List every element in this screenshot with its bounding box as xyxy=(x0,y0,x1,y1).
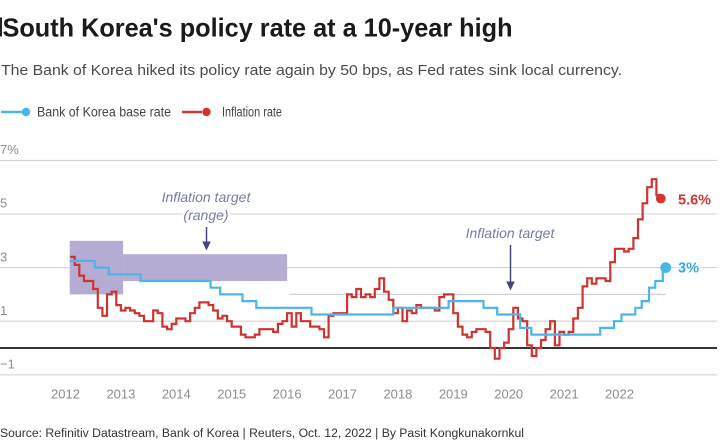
svg-text:2015: 2015 xyxy=(217,387,246,402)
svg-text:1: 1 xyxy=(0,303,7,318)
svg-text:2012: 2012 xyxy=(51,387,80,402)
svg-text:2019: 2019 xyxy=(439,387,468,402)
svg-text:5.6%: 5.6% xyxy=(678,193,711,209)
svg-text:2013: 2013 xyxy=(106,387,135,402)
svg-text:Bank of Korea base rate: Bank of Korea base rate xyxy=(37,105,171,120)
svg-text:2017: 2017 xyxy=(328,387,357,402)
svg-text:2016: 2016 xyxy=(273,387,302,402)
svg-text:2020: 2020 xyxy=(494,387,523,402)
svg-text:2021: 2021 xyxy=(550,387,579,402)
svg-text:South Korea's policy rate at a: South Korea's policy rate at a 10-year h… xyxy=(3,13,513,43)
svg-text:Inflation target: Inflation target xyxy=(162,189,252,205)
svg-text:(range): (range) xyxy=(183,207,228,223)
svg-text:Inflation target: Inflation target xyxy=(466,225,556,241)
svg-text:2014: 2014 xyxy=(162,387,191,402)
svg-text:2022: 2022 xyxy=(605,387,634,402)
svg-text:Source: Refinitiv Datastream,: Source: Refinitiv Datastream, Bank of Ko… xyxy=(0,428,524,440)
svg-text:5: 5 xyxy=(0,196,7,211)
svg-text:The Bank of Korea hiked its po: The Bank of Korea hiked its policy rate … xyxy=(1,62,622,79)
svg-text:3: 3 xyxy=(0,249,7,264)
svg-text:7%: 7% xyxy=(0,142,19,157)
svg-text:Inflation rate: Inflation rate xyxy=(222,105,282,120)
svg-text:3%: 3% xyxy=(678,261,699,277)
svg-text:−1: −1 xyxy=(0,357,15,372)
svg-text:2018: 2018 xyxy=(383,387,412,402)
